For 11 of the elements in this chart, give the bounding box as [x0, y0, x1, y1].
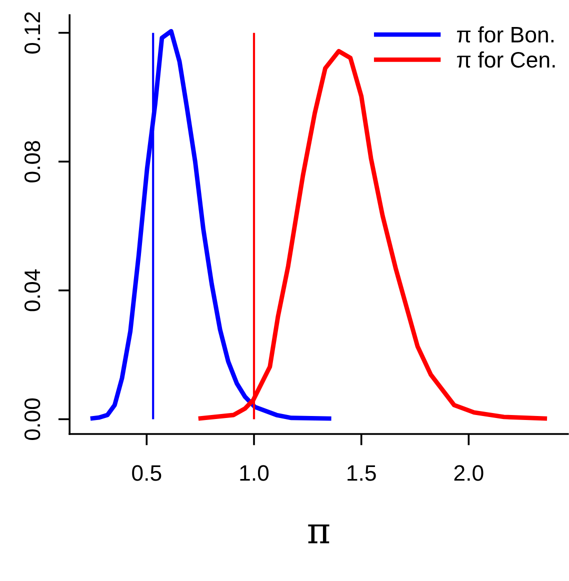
x-tick-label: 0.5	[132, 465, 162, 481]
legend-label: π for Cen.	[457, 51, 555, 68]
y-tick-label: 0.04	[24, 269, 40, 312]
x-axis-title: π	[308, 524, 330, 544]
x-tick-label: 1.5	[348, 465, 376, 481]
y-tick-label: 0.00	[24, 398, 40, 440]
x-tick-label: 1.0	[240, 465, 269, 481]
x-tick-label: 2.0	[454, 465, 484, 481]
y-tick-label: 0.12	[24, 12, 40, 54]
legend-label: π for Bon.	[457, 26, 554, 43]
y-tick-label: 0.08	[24, 140, 40, 182]
